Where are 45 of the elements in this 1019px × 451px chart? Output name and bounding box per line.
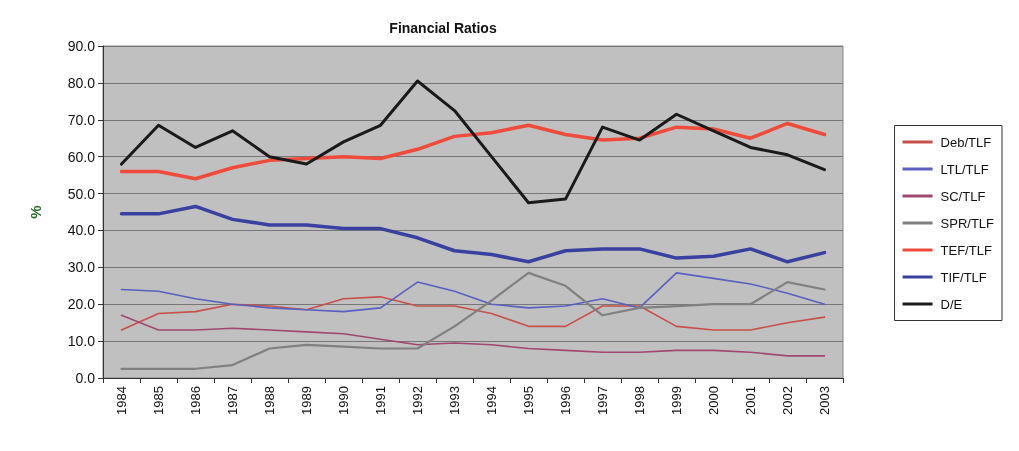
x-tick-label: 2000	[706, 386, 721, 415]
y-tick-label: 80.0	[67, 74, 96, 91]
x-tick-label: 1988	[262, 386, 277, 415]
x-tick-label: 1994	[484, 386, 499, 415]
x-tick-label: 1986	[188, 386, 203, 415]
x-tick-label: 1993	[447, 386, 462, 415]
x-tick-label: 1985	[151, 386, 166, 415]
y-tick-label: 90.0	[67, 38, 96, 54]
x-tick-label: 1998	[632, 386, 647, 415]
line-series	[120, 79, 826, 205]
line-series	[119, 121, 827, 181]
y-tick-label: 40.0	[67, 222, 96, 239]
x-tick-label: 1990	[336, 386, 351, 415]
legend-label: LTL/TLF	[940, 161, 989, 177]
line-series	[120, 272, 826, 313]
y-tick-label: 20.0	[67, 296, 96, 313]
x-tick-label: 1984	[114, 386, 129, 415]
x-tick-label: 1992	[410, 386, 425, 415]
x-tick-label: 1987	[225, 386, 240, 415]
x-tick-label: 1991	[373, 386, 388, 415]
x-tick-label: 2003	[817, 386, 832, 415]
y-tick-label: 0.0	[75, 370, 96, 386]
y-axis-title: %	[27, 205, 44, 219]
y-tick-label: 50.0	[67, 185, 96, 202]
legend-label: TIF/TLF	[940, 269, 987, 285]
legend-label: SPR/TLF	[940, 215, 995, 231]
y-tick-label: 10.0	[67, 333, 96, 350]
x-tick-label: 1995	[521, 386, 536, 415]
x-tick-label: 1996	[558, 386, 573, 415]
legend-label: Deb/TLF	[940, 134, 992, 150]
x-tick-label: 1989	[299, 386, 314, 415]
y-tick-label: 60.0	[67, 148, 96, 165]
line-series	[119, 204, 827, 264]
legend-label: SC/TLF	[940, 188, 986, 204]
x-tick-label: 2001	[743, 386, 758, 415]
y-tick-label: 30.0	[67, 259, 96, 276]
line-series	[120, 296, 826, 331]
legend-label: TEF/TLF	[940, 242, 992, 258]
x-tick-label: 1997	[595, 386, 610, 415]
legend-label: D/E	[940, 296, 963, 312]
y-tick-label: 70.0	[67, 111, 96, 128]
x-tick-label: 2002	[780, 386, 795, 415]
chart-title: Financial Ratios	[389, 20, 497, 36]
x-tick-label: 1999	[669, 386, 684, 415]
line-series	[120, 314, 826, 357]
